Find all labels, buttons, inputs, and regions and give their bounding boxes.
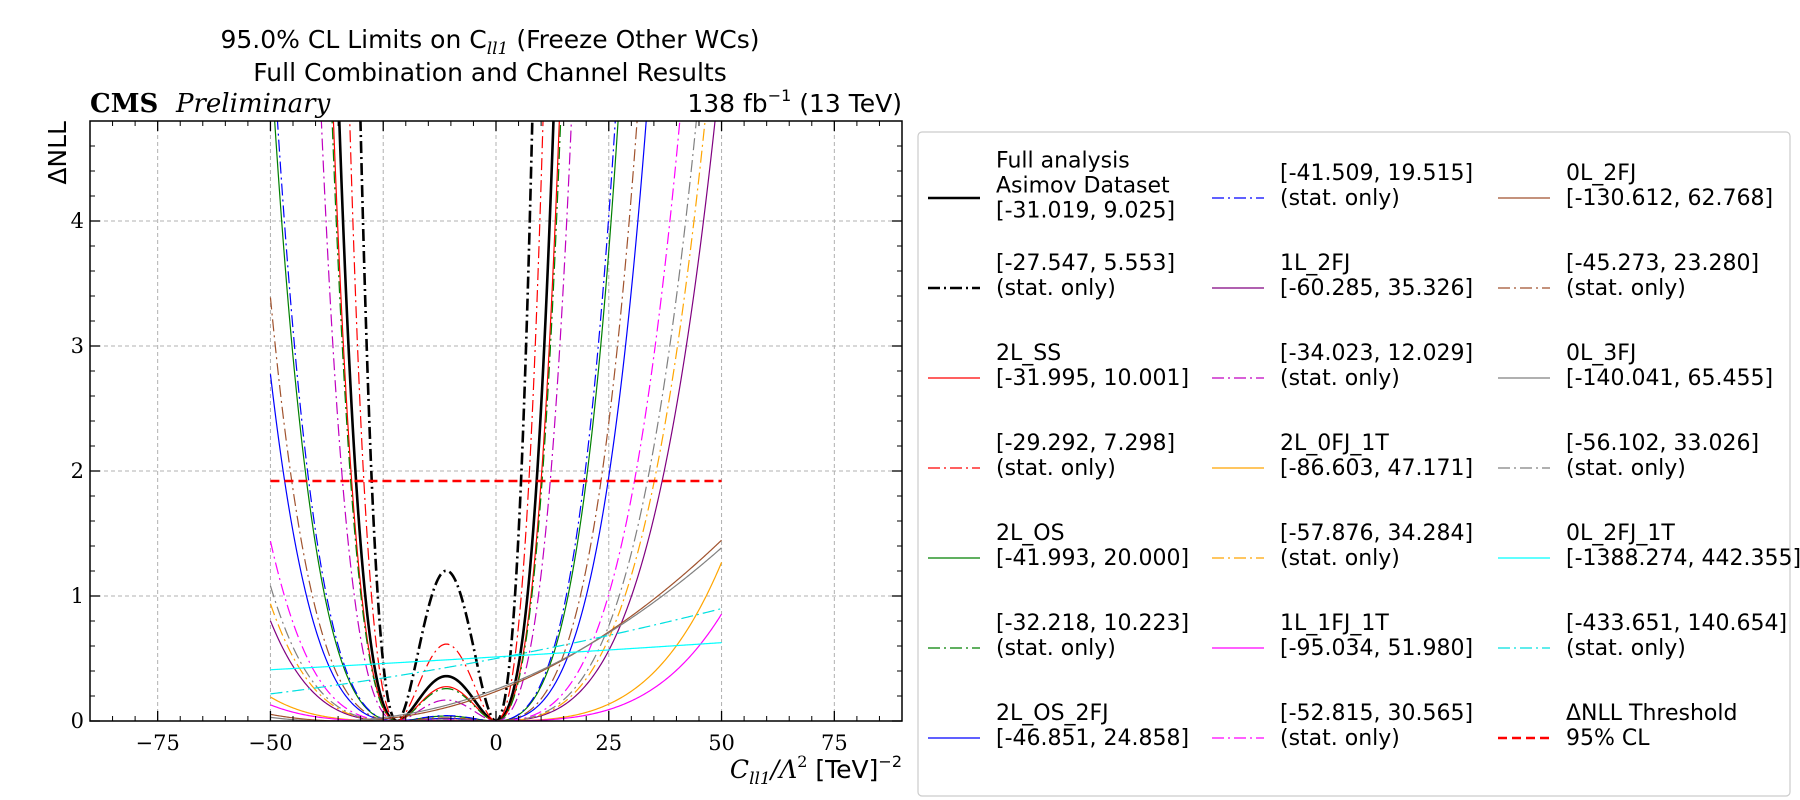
series-curve-17 [269, 121, 697, 721]
ticks: −75 −50 −25 0 25 50 75 0 1 2 3 4 [71, 120, 903, 755]
x-tick-label: 0 [489, 731, 502, 755]
legend-label-14-0: 0L_2FJ [1566, 161, 1636, 186]
legend-label-0-2: [-31.019, 9.025] [996, 199, 1175, 224]
x-tick-label: 75 [821, 731, 848, 755]
legend-label-1-0: [-27.547, 5.553] [996, 251, 1175, 276]
legend-label-0-1: Asimov Dataset [996, 174, 1170, 199]
legend-label-15-0: [-45.273, 23.280] [1566, 251, 1759, 276]
legend-label-11-0: [-57.876, 34.284] [1280, 521, 1473, 546]
x-axis-label: Cll1/Λ2 [TeV]−2 [730, 752, 902, 789]
grid [90, 121, 902, 722]
legend-label-4-1: [-41.993, 20.000] [996, 546, 1189, 571]
legend-label-13-0: [-52.815, 30.565] [1280, 701, 1473, 726]
legend-label-20-1: 95% CL [1566, 726, 1650, 751]
legend-label-19-1: (stat. only) [1566, 636, 1686, 661]
chart-title-line1: 95.0% CL Limits on Cll1 (Freeze Other WC… [221, 25, 760, 59]
legend-label-6-0: 2L_OS_2FJ [996, 701, 1109, 726]
plot-area: −75 −50 −25 0 25 50 75 0 1 2 3 4 [71, 120, 903, 755]
legend-label-17-1: (stat. only) [1566, 456, 1686, 481]
legend-label-5-1: (stat. only) [996, 636, 1116, 661]
legend-label-11-1: (stat. only) [1280, 546, 1400, 571]
legend-label-3-1: (stat. only) [996, 456, 1116, 481]
experiment-label: CMS [90, 89, 158, 119]
series-curve-8 [269, 121, 716, 721]
legend-label-18-0: 0L_2FJ_1T [1566, 521, 1675, 546]
x-tick-label: −75 [136, 731, 180, 755]
legend-label-2-1: [-31.995, 10.001] [996, 366, 1189, 391]
legend-label-5-0: [-32.218, 10.223] [996, 611, 1189, 636]
legend-label-8-0: 1L_2FJ [1280, 251, 1350, 276]
series-curve-13 [269, 121, 681, 721]
series-curve-19 [270, 608, 722, 695]
series-curve-12 [270, 613, 723, 721]
series-curve-9 [320, 121, 572, 721]
curves [269, 121, 723, 721]
lumi-label: 138 fb−1 (13 TeV) [687, 86, 902, 118]
legend-label-0-0: Full analysis [996, 149, 1130, 174]
legend-label-4-0: 2L_OS [996, 521, 1065, 546]
legend-label-6-1: [-46.851, 24.858] [996, 726, 1189, 751]
legend-label-18-1: [-1388.274, 442.355] [1566, 546, 1800, 571]
series-curve-7 [276, 121, 616, 721]
y-tick-label: 4 [71, 209, 84, 233]
series-curve-15 [269, 121, 638, 721]
legend-label-1-1: (stat. only) [996, 276, 1116, 301]
legend-label-20-0: ΔNLL Threshold [1566, 701, 1737, 726]
series-curve-2 [332, 121, 560, 721]
legend-label-16-0: 0L_3FJ [1566, 341, 1636, 366]
legend-label-13-1: (stat. only) [1280, 726, 1400, 751]
y-tick-label: 0 [71, 709, 84, 733]
legend-label-12-1: [-95.034, 51.980] [1280, 636, 1473, 661]
legend-label-10-1: [-86.603, 47.171] [1280, 456, 1473, 481]
chart-title-line2: Full Combination and Channel Results [253, 58, 726, 87]
y-tick-label: 2 [71, 459, 84, 483]
y-tick-label: 3 [71, 334, 84, 358]
legend-label-3-0: [-29.292, 7.298] [996, 431, 1175, 456]
legend-label-9-1: (stat. only) [1280, 366, 1400, 391]
series-curve-6 [269, 121, 647, 721]
series-curve-4 [274, 121, 619, 721]
x-tick-label: −25 [361, 731, 405, 755]
x-tick-label: 50 [708, 731, 735, 755]
y-axis-label: ΔNLL [43, 121, 72, 185]
series-curve-11 [269, 121, 706, 721]
y-tick-label: 1 [71, 584, 84, 608]
legend-label-9-0: [-34.023, 12.029] [1280, 341, 1473, 366]
legend-label-12-0: 1L_1FJ_1T [1280, 611, 1389, 636]
x-tick-label: 25 [595, 731, 622, 755]
legend-label-7-0: [-41.509, 19.515] [1280, 161, 1473, 186]
legend-label-14-1: [-130.612, 62.768] [1566, 186, 1773, 211]
legend-label-17-0: [-56.102, 33.026] [1566, 431, 1759, 456]
legend-label-2-0: 2L_SS [996, 341, 1061, 366]
series-curve-18 [270, 642, 722, 671]
legend-label-7-1: (stat. only) [1280, 186, 1400, 211]
legend-label-19-0: [-433.651, 140.654] [1566, 611, 1787, 636]
x-tick-label: −50 [248, 731, 292, 755]
legend-label-10-0: 2L_0FJ_1T [1280, 431, 1389, 456]
status-label: Preliminary [175, 89, 331, 119]
title-subscript: ll1 [487, 39, 509, 59]
series-curve-0 [337, 121, 555, 721]
legend-label-8-1: [-60.285, 35.326] [1280, 276, 1473, 301]
plot-frame [89, 120, 903, 722]
series-curve-14 [270, 539, 722, 721]
legend-label-16-1: [-140.041, 65.455] [1566, 366, 1773, 391]
legend-frame [917, 131, 1791, 797]
legend-label-15-1: (stat. only) [1566, 276, 1686, 301]
